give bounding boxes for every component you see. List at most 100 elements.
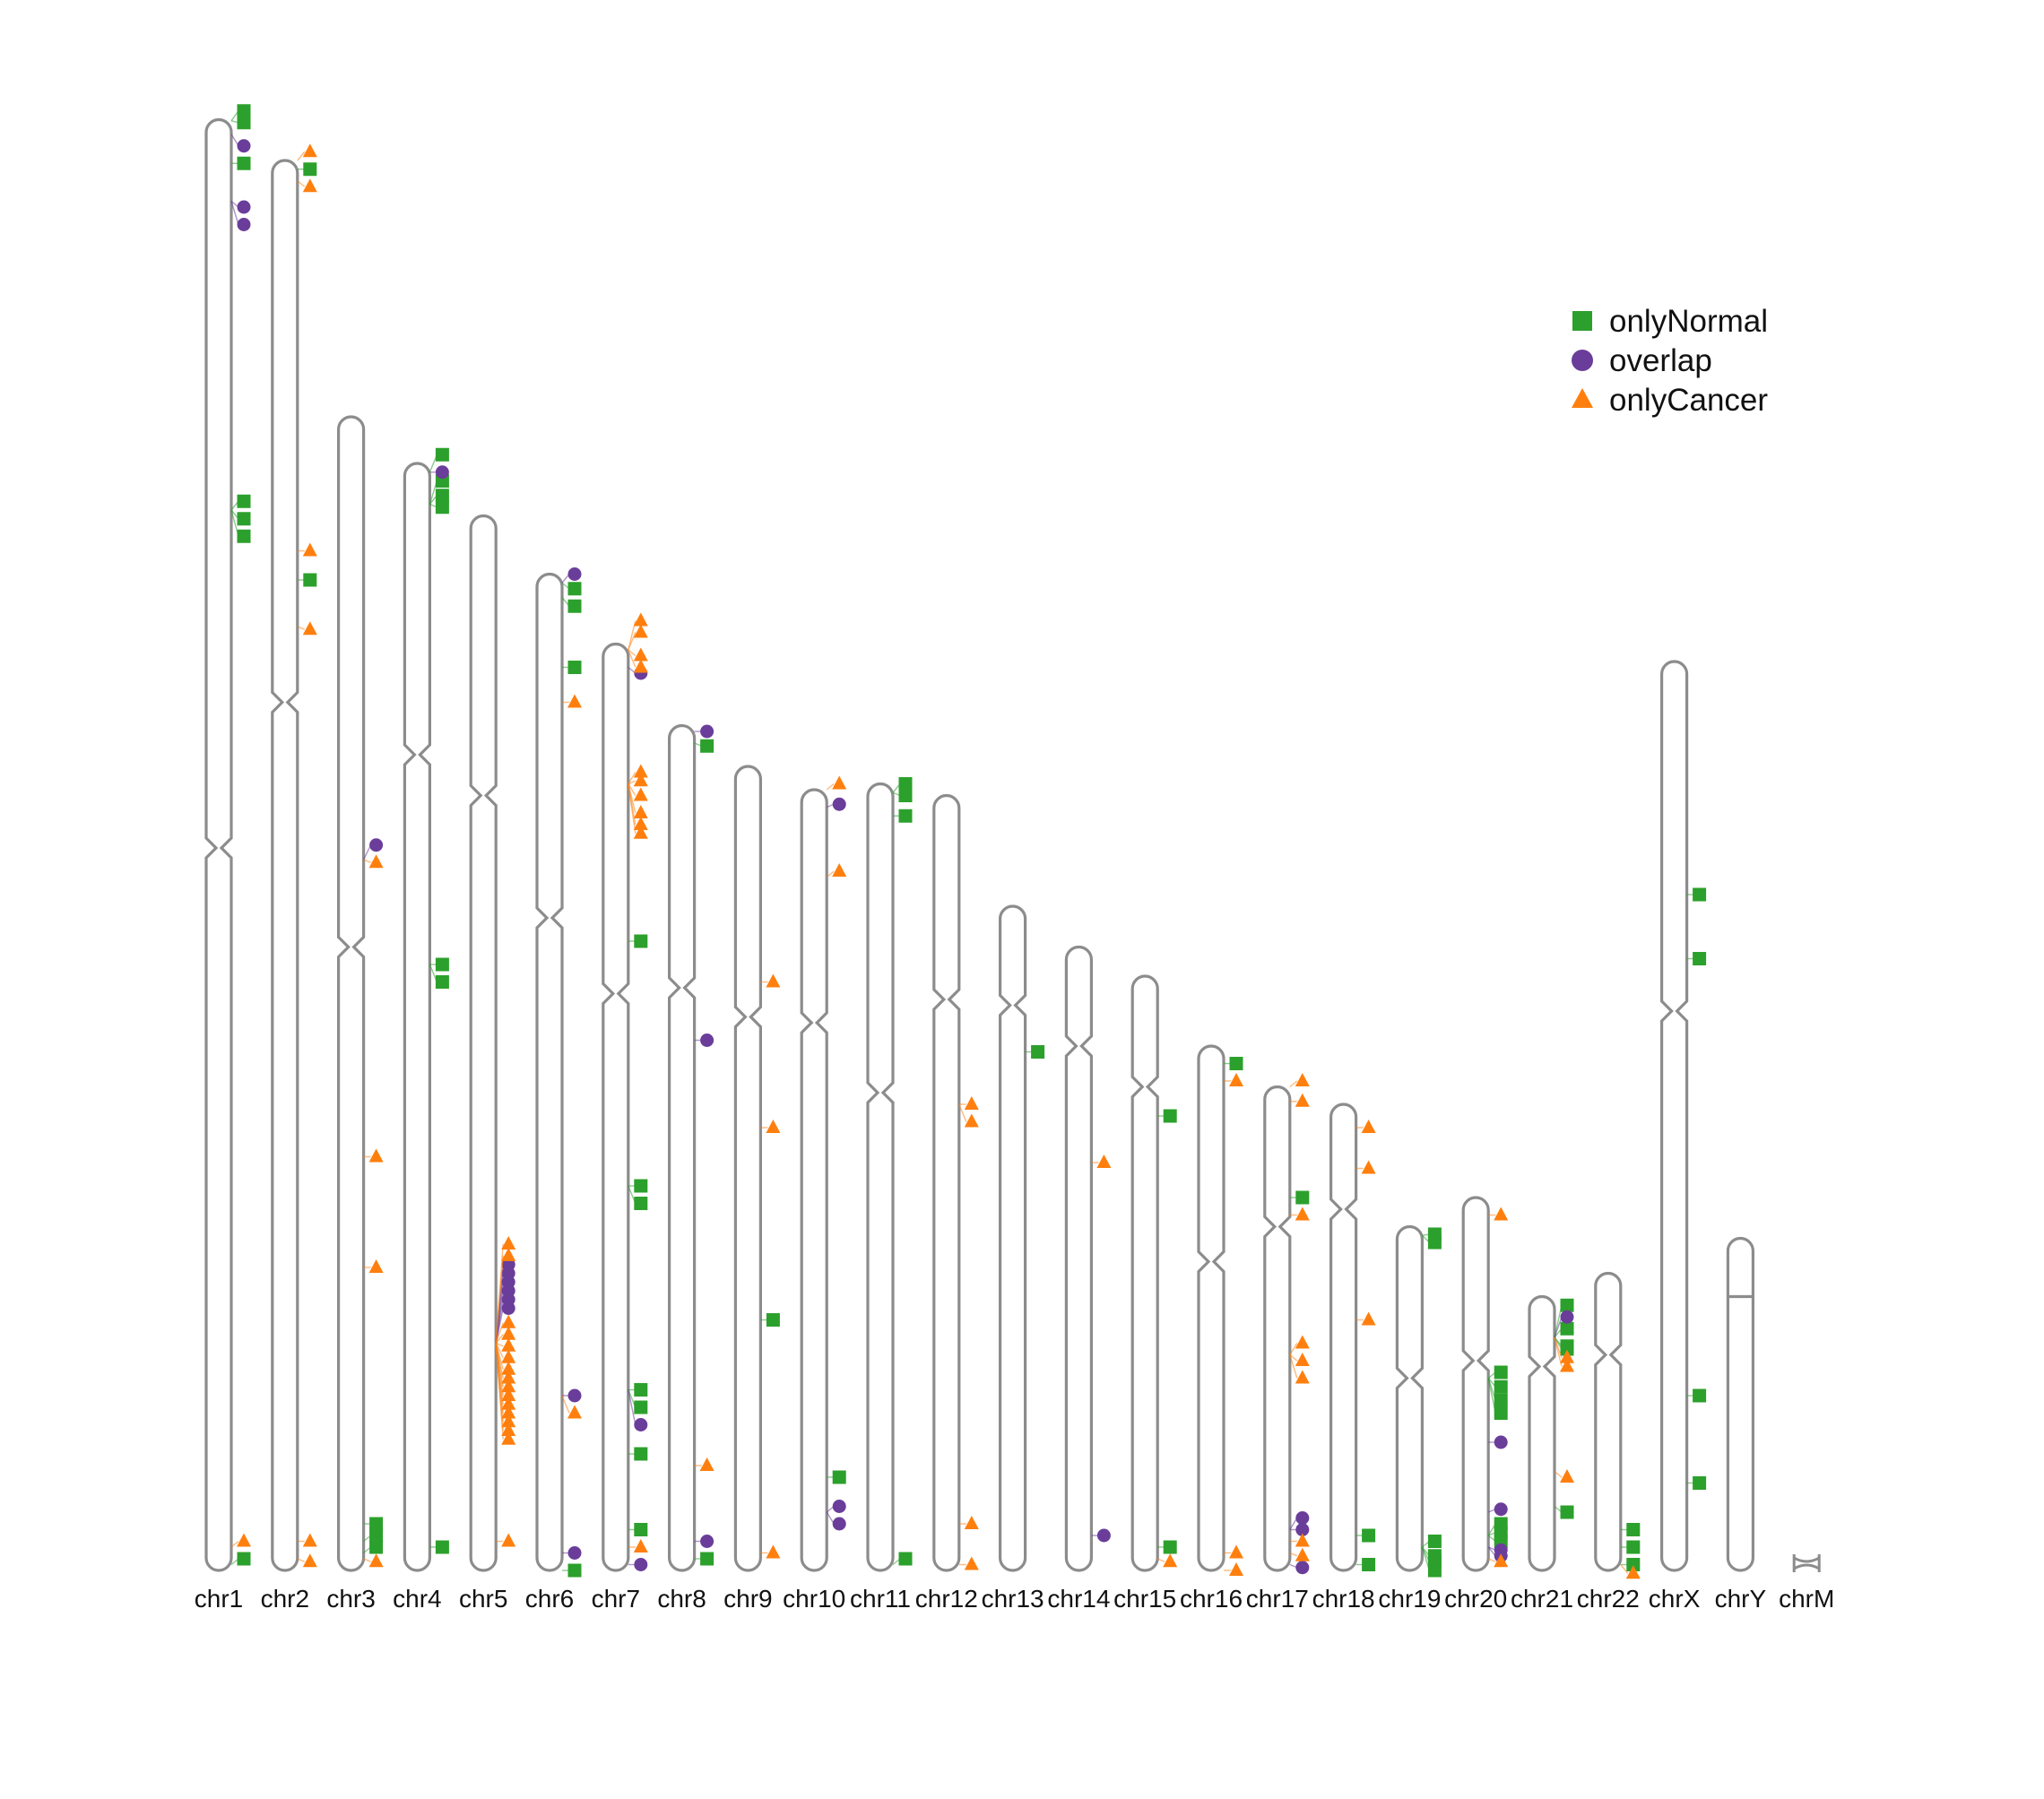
- legend-label-overlap: overlap: [1609, 343, 1712, 378]
- chromosome-label-chrM: chrM: [1779, 1585, 1834, 1613]
- chromosome-chr1: [204, 117, 233, 1572]
- chromosome-chr3: [337, 415, 366, 1572]
- chromosome-label-chr11: chr11: [850, 1585, 911, 1613]
- marker-onlyNormal-chr11: [898, 1552, 913, 1566]
- marker-onlyNormal-chr20: [1494, 1406, 1508, 1420]
- marker-onlyCancer-chr2: [302, 621, 317, 636]
- marker-connector: [495, 1255, 504, 1344]
- marker-overlap-chr20: [1494, 1502, 1508, 1517]
- chromosome-group: [204, 117, 1821, 1572]
- marker-onlyCancer-chr14: [1096, 1155, 1112, 1168]
- chromosome-chr9: [733, 765, 762, 1572]
- marker-onlyCancer-chr17: [1295, 1073, 1310, 1086]
- chromosome-chr22: [1594, 1271, 1623, 1572]
- marker-onlyNormal-chr4: [435, 500, 449, 515]
- marker-onlyNormal-chr9: [766, 1313, 780, 1327]
- marker-onlyNormal-chr19: [1427, 1235, 1442, 1250]
- marker-onlyCancer-chr3: [368, 1259, 384, 1273]
- chromosome-label-chr10: chr10: [783, 1585, 845, 1613]
- marker-overlap-chr6: [567, 1388, 582, 1403]
- marker-overlap-chr8: [700, 724, 715, 739]
- marker-onlyCancer-chr5: [501, 1414, 516, 1428]
- marker-onlyCancer-chr5: [501, 1388, 516, 1401]
- marker-onlyNormal-chr11: [898, 789, 913, 802]
- marker-connector: [1620, 1564, 1629, 1574]
- chromosome-chr20: [1461, 1196, 1490, 1572]
- chromosome-chrM: [1792, 1554, 1821, 1572]
- marker-connector: [1487, 1546, 1496, 1557]
- marker-onlyNormal-chr7: [634, 1197, 648, 1210]
- marker-connector: [561, 574, 570, 584]
- marker-overlap-chr10: [832, 797, 846, 811]
- marker-onlyCancer-chr17: [1295, 1093, 1310, 1107]
- marker-onlyNormal-chr22: [1626, 1523, 1641, 1536]
- marker-overlap-chr4: [435, 465, 449, 480]
- marker-onlyNormal-chr7: [634, 1400, 648, 1414]
- marker-onlyNormal-chr15: [1163, 1540, 1177, 1554]
- chromosome-chr15: [1130, 974, 1159, 1572]
- marker-connector: [495, 1334, 504, 1344]
- marker-connector: [826, 870, 835, 878]
- chromosome-chr19: [1395, 1224, 1424, 1572]
- marker-connector: [628, 780, 637, 785]
- marker-onlyCancer-chr5: [501, 1349, 516, 1363]
- marker-onlyCancer-chr16: [1229, 1544, 1243, 1559]
- marker-overlap-chr17: [1295, 1523, 1310, 1536]
- chromosome-label-chr19: chr19: [1378, 1585, 1441, 1613]
- marker-onlyNormal-chr1: [237, 1552, 251, 1566]
- marker-connector: [628, 783, 637, 796]
- marker-onlyNormal-chr1: [237, 104, 251, 118]
- marker-onlyNormal-chr17: [1295, 1190, 1310, 1205]
- marker-onlyCancer-chr7: [633, 805, 648, 818]
- marker-onlyCancer-chr15: [1163, 1553, 1178, 1568]
- chromosome-chrY: [1726, 1236, 1754, 1572]
- marker-onlyCancer-chr7: [633, 612, 648, 627]
- marker-overlap-chr6: [567, 1546, 582, 1560]
- marker-onlyCancer-chr12: [964, 1556, 979, 1570]
- marker-onlyCancer-chr5: [501, 1533, 516, 1547]
- chromosome-label-chrX: chrX: [1649, 1585, 1701, 1613]
- chromosome-label-chr2: chr2: [261, 1585, 309, 1613]
- marker-onlyCancer-chr5: [501, 1337, 516, 1352]
- marker-overlap-chr3: [369, 838, 384, 852]
- marker-onlyNormal-chr21: [1560, 1298, 1574, 1312]
- marker-connector: [1554, 1470, 1563, 1478]
- marker-overlap-chr17: [1295, 1561, 1310, 1575]
- marker-onlyNormal-chr1: [237, 156, 251, 170]
- marker-onlyCancer-chr21: [1560, 1469, 1574, 1483]
- marker-onlyCancer-chr17: [1295, 1207, 1310, 1221]
- marker-onlyNormal-chr7: [634, 1523, 648, 1536]
- marker-connector: [628, 783, 637, 834]
- marker-overlap-chr10: [832, 1500, 846, 1513]
- marker-onlyNormal-chrX: [1693, 952, 1707, 965]
- marker-onlyCancer-chr7: [633, 1539, 648, 1553]
- marker-onlyNormal-chr18: [1362, 1558, 1376, 1571]
- marker-onlyCancer-chr2: [302, 143, 317, 158]
- chromosome-label-chr9: chr9: [723, 1585, 772, 1613]
- marker-overlap-chr7: [634, 1558, 648, 1571]
- marker-onlyCancer-chr16: [1229, 1562, 1243, 1576]
- marker-onlyNormal-chr3: [369, 1528, 384, 1543]
- chromosome-chr8: [668, 723, 697, 1572]
- marker-onlyNormal-chr2: [303, 573, 317, 587]
- marker-onlyCancer-chr17: [1295, 1533, 1310, 1547]
- marker-connector: [1554, 1336, 1563, 1367]
- marker-onlyCancer-chr1: [237, 1533, 251, 1547]
- marker-connector: [1289, 1080, 1298, 1088]
- marker-onlyNormal-chr21: [1560, 1342, 1574, 1356]
- marker-onlyCancer-chr5: [501, 1423, 516, 1436]
- chromosome-chr13: [999, 904, 1027, 1572]
- marker-onlyCancer-chr22: [1625, 1565, 1641, 1579]
- marker-onlyNormal-chrX: [1693, 1476, 1707, 1490]
- marker-onlyNormal-chr15: [1163, 1109, 1177, 1123]
- chromosome-chr4: [403, 462, 431, 1572]
- marker-onlyCancer-chr5: [501, 1361, 516, 1375]
- marker-connector: [826, 1511, 835, 1525]
- chromosome-label-chr1: chr1: [195, 1585, 243, 1613]
- marker-connector: [958, 1103, 967, 1122]
- legend-item-overlap: overlap: [1572, 343, 1712, 378]
- marker-group: [230, 104, 1707, 1579]
- marker-connector: [826, 783, 835, 791]
- marker-onlyCancer-chr17: [1295, 1547, 1310, 1561]
